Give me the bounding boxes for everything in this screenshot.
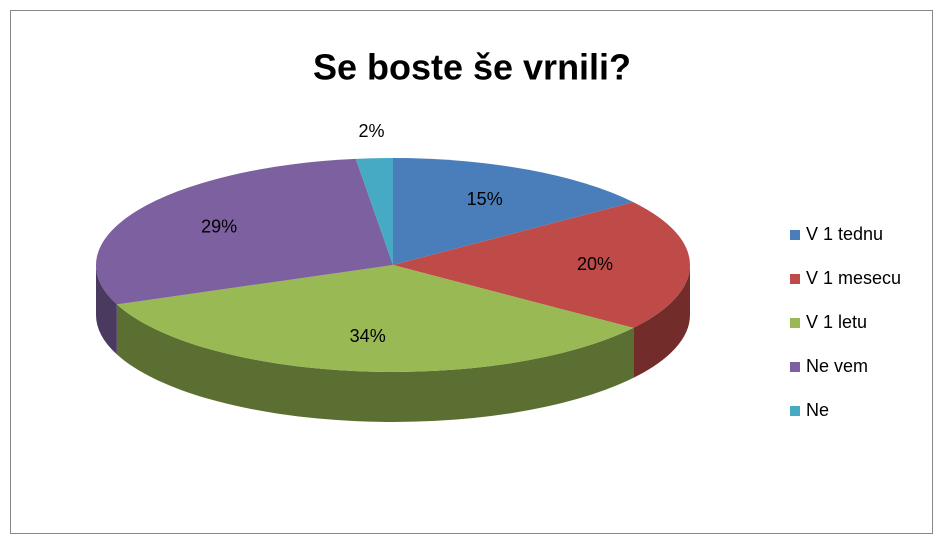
slice-side: [96, 265, 117, 355]
legend-label: V 1 tednu: [806, 224, 883, 244]
legend-label: V 1 mesecu: [806, 268, 901, 288]
slice: [116, 265, 634, 372]
data-label: 34%: [350, 326, 386, 346]
data-label: 2%: [359, 121, 385, 141]
data-label: 29%: [201, 217, 237, 237]
slice: [393, 202, 691, 328]
slice: [355, 158, 393, 265]
data-label: 20%: [577, 254, 613, 274]
slice-side: [633, 265, 690, 378]
legend-swatch: [790, 362, 800, 372]
chart-title: Se boste še vrnili?: [313, 47, 631, 88]
legend-swatch: [790, 274, 800, 284]
slice: [96, 158, 394, 305]
legend-swatch: [790, 318, 800, 328]
legend-swatch: [790, 230, 800, 240]
slice: [393, 158, 634, 265]
legend-label: Ne vem: [806, 356, 868, 376]
data-label: 15%: [467, 189, 503, 209]
legend-swatch: [790, 406, 800, 416]
legend-label: V 1 letu: [806, 312, 867, 332]
legend-label: Ne: [806, 400, 829, 420]
slice-side: [116, 304, 634, 423]
